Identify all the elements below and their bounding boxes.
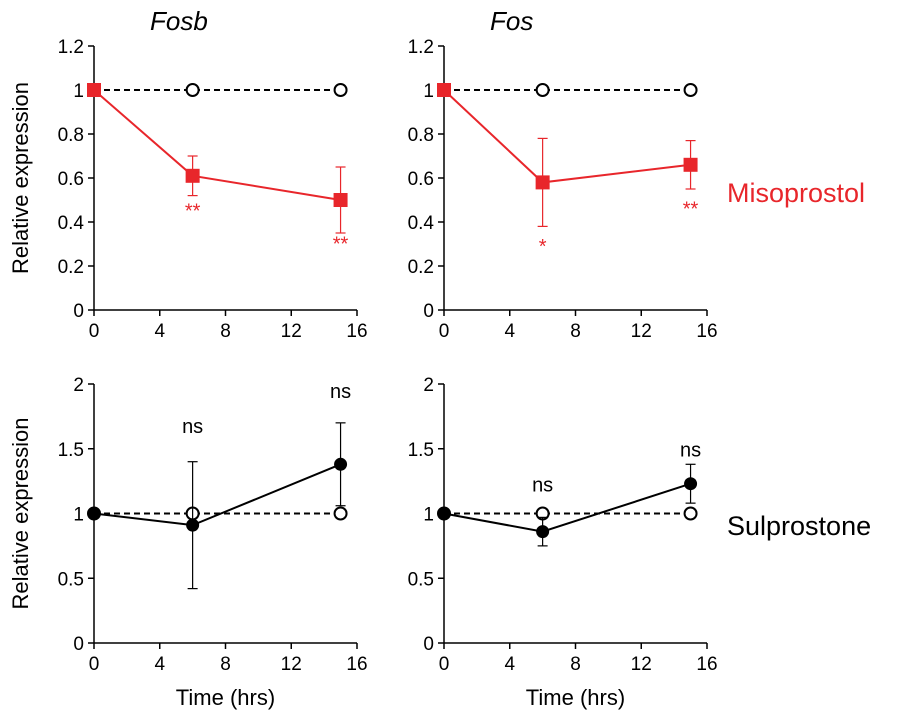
x-axis-label: Time (hrs) (526, 685, 625, 710)
data-point (683, 157, 698, 172)
series-line (443, 89, 691, 184)
panel-title: Fosb (150, 6, 208, 36)
data-point (684, 477, 698, 491)
x-tick-label: 16 (346, 654, 367, 675)
y-tick-label: 0 (73, 634, 84, 655)
data-point (334, 457, 348, 471)
x-tick-label: 0 (439, 321, 450, 342)
x-tick-label: 0 (89, 321, 100, 342)
x-tick-label: 4 (154, 654, 165, 675)
y-tick-label: 1 (73, 81, 84, 102)
series-line (443, 482, 691, 533)
series-2 (437, 83, 698, 227)
x-tick-label: 8 (220, 654, 231, 675)
y-tick-label: 1.2 (408, 37, 434, 58)
series-1 (87, 83, 348, 97)
y-tick-label: 0 (73, 301, 84, 322)
y-tick-label: 0.2 (408, 257, 434, 278)
x-tick-label: 8 (220, 321, 231, 342)
data-point (536, 525, 550, 539)
x-tick-label: 16 (696, 321, 717, 342)
data-point (437, 507, 451, 520)
y-tick-label: 0.4 (58, 213, 85, 234)
series-1 (437, 506, 698, 521)
row-label-sulprostone: Sulprostone (727, 511, 871, 541)
annotation: ** (683, 198, 699, 220)
y-tick-label: 1 (73, 505, 84, 526)
panel-1: 0 0.2 0.4 0.6 0.8 1 1.2 0 4 8 12 16 Fosb Relative exp… (8, 6, 368, 342)
data-point (185, 83, 200, 97)
data-point (333, 506, 348, 521)
y-tick-label: 0.8 (58, 125, 84, 146)
x-tick-label: 8 (570, 321, 581, 342)
y-axis-label: Relative expression (8, 418, 33, 610)
y-tick-label: 0.5 (408, 569, 434, 590)
x-tick-label: 12 (281, 321, 302, 342)
data-point (185, 168, 200, 183)
panel-title: Fos (490, 6, 533, 36)
annotation: ** (185, 201, 201, 223)
annotation: ** (333, 234, 349, 256)
panel-3: 0 0.5 1 1.5 2 0 4 8 12 16 Time (hrs) Relative expre… (8, 375, 368, 710)
data-point (437, 83, 451, 97)
annotation: ns (532, 474, 553, 496)
x-axis-label: Time (hrs) (176, 685, 275, 710)
series-1 (437, 83, 698, 97)
x-tick-label: 16 (346, 321, 367, 342)
y-tick-label: 0.8 (408, 125, 434, 146)
annotation: ns (182, 416, 203, 438)
y-tick-label: 0.6 (58, 169, 84, 190)
series-2 (437, 463, 698, 547)
x-tick-label: 12 (631, 654, 652, 675)
y-tick-label: 1.2 (58, 37, 84, 58)
y-axis-label: Relative expression (8, 82, 33, 274)
x-tick-label: 16 (696, 654, 717, 675)
data-point (87, 83, 101, 97)
series-2 (87, 83, 348, 234)
data-point (186, 518, 200, 532)
data-point (333, 83, 348, 97)
data-point (333, 193, 348, 207)
y-tick-label: 0 (423, 301, 434, 322)
y-tick-label: 0 (423, 634, 434, 655)
y-tick-label: 1.5 (58, 440, 84, 461)
y-tick-label: 2 (73, 375, 84, 396)
y-tick-label: 0.4 (408, 213, 435, 234)
x-tick-label: 8 (570, 654, 581, 675)
y-tick-label: 0.5 (58, 569, 84, 590)
x-tick-label: 4 (154, 321, 165, 342)
x-tick-label: 4 (504, 321, 515, 342)
x-tick-label: 0 (89, 654, 100, 675)
annotation: * (539, 236, 547, 258)
x-tick-label: 4 (504, 654, 515, 675)
row-label-misoprostol: Misoprostol (727, 178, 865, 208)
data-point (87, 507, 101, 520)
y-tick-label: 1 (423, 505, 434, 526)
data-point (535, 83, 550, 97)
panel-4: 0 0.5 1 1.5 2 0 4 8 12 16 Time (hrs) ns ns (408, 375, 718, 710)
annotation: ns (680, 440, 701, 462)
y-tick-label: 0.6 (408, 169, 434, 190)
y-tick-label: 0.2 (58, 257, 84, 278)
y-tick-label: 1 (423, 81, 434, 102)
data-point (683, 506, 698, 521)
data-point (535, 175, 550, 190)
series-2 (87, 422, 348, 590)
series-line (93, 463, 341, 527)
x-tick-label: 12 (281, 654, 302, 675)
y-tick-label: 1.5 (408, 440, 434, 461)
annotation: ns (330, 381, 351, 403)
x-tick-label: 12 (631, 321, 652, 342)
y-tick-label: 2 (423, 375, 434, 396)
data-point (683, 83, 698, 97)
x-tick-label: 0 (439, 654, 450, 675)
series-line (93, 89, 341, 201)
